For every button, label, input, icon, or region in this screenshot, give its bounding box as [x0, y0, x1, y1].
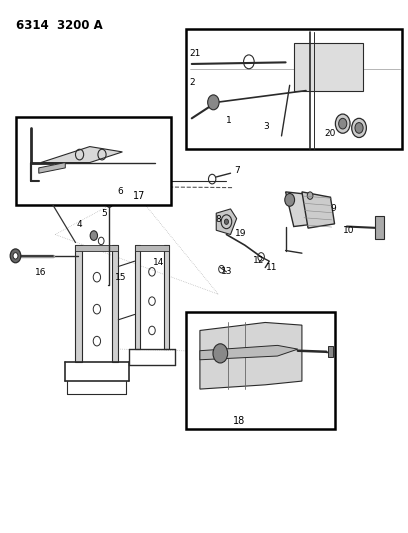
- Text: 8: 8: [215, 215, 221, 224]
- Text: 21: 21: [190, 49, 201, 58]
- Circle shape: [106, 198, 113, 207]
- Polygon shape: [105, 192, 113, 195]
- Polygon shape: [112, 245, 118, 362]
- Text: 19: 19: [235, 229, 246, 238]
- Circle shape: [285, 193, 295, 206]
- Polygon shape: [75, 245, 118, 251]
- Text: 11: 11: [266, 263, 277, 272]
- Polygon shape: [200, 345, 298, 360]
- Bar: [186, 29, 402, 149]
- Polygon shape: [200, 322, 302, 389]
- Bar: [16, 117, 171, 205]
- Circle shape: [105, 188, 113, 198]
- Text: 5: 5: [101, 209, 107, 217]
- Polygon shape: [41, 147, 122, 163]
- Bar: [294, 43, 363, 91]
- Text: 7: 7: [234, 166, 239, 175]
- Text: 18: 18: [233, 416, 245, 426]
- Text: 16: 16: [35, 269, 47, 277]
- Circle shape: [335, 114, 350, 133]
- Text: 20: 20: [324, 129, 336, 138]
- Text: 12: 12: [253, 256, 265, 264]
- Text: 6: 6: [118, 188, 123, 196]
- Text: 3: 3: [263, 122, 269, 131]
- Circle shape: [355, 123, 363, 133]
- Circle shape: [208, 95, 219, 110]
- Text: 9: 9: [331, 205, 337, 213]
- Bar: [188, 314, 333, 426]
- Bar: [190, 32, 400, 139]
- Polygon shape: [39, 163, 65, 173]
- Polygon shape: [328, 346, 333, 357]
- Circle shape: [213, 344, 228, 363]
- Circle shape: [339, 118, 347, 129]
- Polygon shape: [216, 209, 237, 235]
- Circle shape: [352, 118, 366, 138]
- Polygon shape: [375, 216, 384, 239]
- Circle shape: [10, 249, 21, 263]
- Text: 15: 15: [115, 273, 126, 281]
- Circle shape: [224, 219, 228, 224]
- Polygon shape: [135, 245, 140, 349]
- Text: 14: 14: [153, 258, 165, 266]
- Text: 4: 4: [77, 221, 82, 229]
- Bar: [186, 312, 335, 429]
- Polygon shape: [75, 245, 82, 362]
- Circle shape: [13, 253, 18, 259]
- Text: 2: 2: [190, 78, 195, 87]
- Circle shape: [90, 231, 98, 240]
- Text: 10: 10: [343, 226, 355, 235]
- Polygon shape: [286, 192, 316, 227]
- Text: 17: 17: [133, 191, 145, 201]
- Text: 13: 13: [221, 268, 232, 276]
- Text: 6314  3200 A: 6314 3200 A: [16, 19, 103, 31]
- Circle shape: [307, 192, 313, 199]
- Polygon shape: [302, 192, 335, 228]
- Polygon shape: [135, 245, 169, 251]
- Polygon shape: [164, 245, 169, 349]
- Text: 1: 1: [226, 117, 232, 125]
